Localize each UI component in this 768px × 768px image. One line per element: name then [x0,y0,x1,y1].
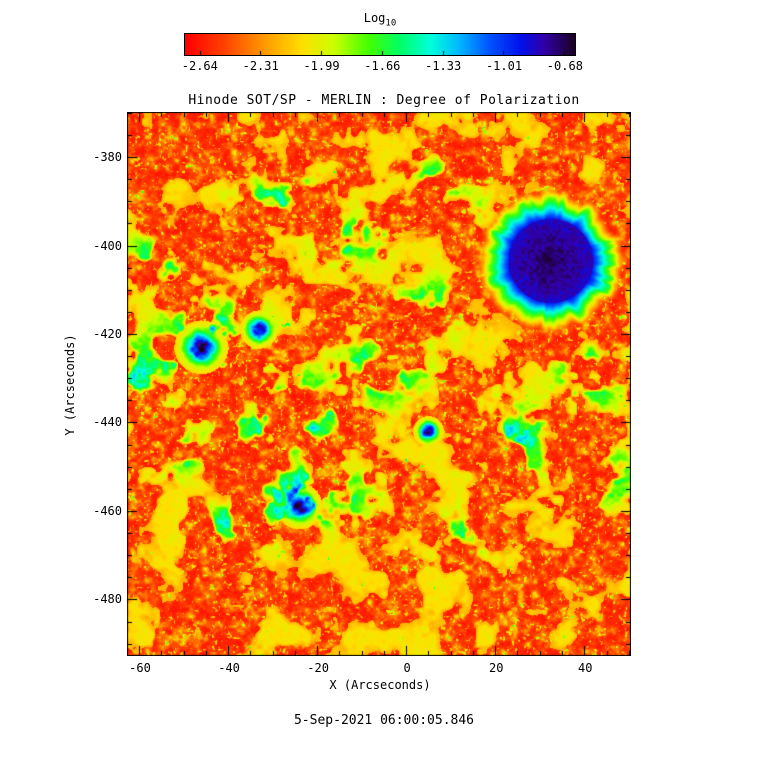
chart-title: Hinode SOT/SP - MERLIN : Degree of Polar… [188,93,580,108]
timestamp-label: 5-Sep-2021 06:00:05.846 [293,713,474,728]
colorbar [184,33,576,56]
y-tick-label: -480 [93,592,122,607]
colorbar-scale-label: Log10 [128,11,632,28]
x-tick-label: 0 [403,661,411,675]
colorbar-scale-subscript: 10 [385,18,397,29]
colorbar-tick-label: -2.31 [242,59,279,73]
colorbar-tick-label: -1.99 [303,59,340,73]
colorbar-tick-label: -0.68 [546,59,583,73]
plot-area [127,112,633,658]
heatmap-canvas [127,112,631,656]
colorbar-tick-label: -1.66 [364,59,401,73]
x-tick-label: -60 [129,661,151,675]
y-tick-label: -380 [93,150,122,165]
x-tick-label: -40 [218,661,240,675]
colorbar-tick-label: -2.64 [181,59,218,73]
colorbar-scale-text: Log [363,11,386,25]
y-axis-label: Y (Arcseconds) [63,334,77,436]
y-tick-label: -440 [93,415,122,430]
y-axis-tick-labels: -380 -400 -420 -440 -460 -480 [58,0,122,768]
y-tick-label: -400 [93,238,122,253]
y-tick-label: -420 [93,327,122,342]
colorbar-tick-label: -1.33 [425,59,462,73]
colorbar-canvas [185,34,575,55]
x-tick-label: -20 [307,661,329,675]
x-tick-label: 20 [488,661,504,675]
colorbar-tick-labels: -2.64 -2.31 -1.99 -1.66 -1.33 -1.01 -0.68 [0,59,768,75]
x-axis-tick-labels: -60 -40 -20 0 20 40 [0,661,768,677]
x-tick-label: 40 [578,661,593,675]
y-tick-label: -460 [93,503,122,518]
colorbar-tick-label: -1.01 [485,59,523,73]
x-axis-label: X (Arcseconds) [329,678,431,692]
